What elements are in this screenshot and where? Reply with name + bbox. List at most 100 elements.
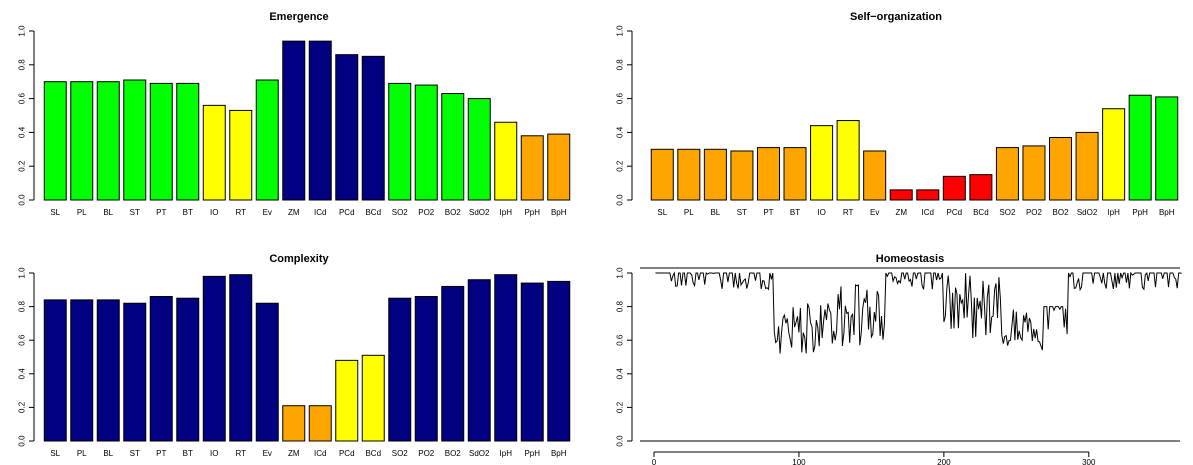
homeostasis-y-tick-label: 0.2 xyxy=(616,401,625,413)
emergence-category-label: IO xyxy=(210,208,218,217)
self-organization-bar-bcd xyxy=(969,174,993,201)
self-organization-bar-sl xyxy=(650,148,674,201)
complexity-category-label: PL xyxy=(77,449,87,458)
self-organization-bar-so2 xyxy=(995,147,1019,201)
self-organization-title: Self−organization xyxy=(850,11,942,23)
emergence-bar-bl xyxy=(96,81,120,201)
complexity-category-label: BT xyxy=(183,449,193,458)
emergence-bar-zm xyxy=(282,40,306,201)
complexity-category-label: Ev xyxy=(263,449,272,458)
complexity-bar-icd xyxy=(308,405,332,442)
homeostasis-y-tick-label: 0.6 xyxy=(616,334,625,346)
homeostasis-x-tick-label: 100 xyxy=(792,458,806,465)
emergence-bar-sdo2 xyxy=(467,98,491,201)
emergence-y-tick-label: 0.4 xyxy=(18,126,27,138)
self-organization-category-label: PT xyxy=(763,208,773,217)
self-organization-category-label: PL xyxy=(684,208,694,217)
self-organization-bar-st xyxy=(730,150,754,201)
self-organization-category-label: IO xyxy=(817,208,825,217)
complexity-y-tick-label: 0.4 xyxy=(18,368,27,380)
emergence-category-label: PCd xyxy=(339,208,355,217)
emergence-category-label: PT xyxy=(156,208,166,217)
emergence-bar-po2 xyxy=(414,84,438,201)
self-organization-category-label: SdO2 xyxy=(1077,208,1098,217)
self-organization-category-label: RT xyxy=(843,208,854,217)
complexity-category-label: BpH xyxy=(551,449,567,458)
self-organization-y-tick-label: 0.0 xyxy=(616,194,625,206)
complexity-bar-sdo2 xyxy=(467,279,491,442)
complexity-bar-iph xyxy=(494,274,518,442)
emergence-category-label: ST xyxy=(130,208,140,217)
self-organization-bar-iph xyxy=(1102,108,1126,201)
emergence-category-label: SdO2 xyxy=(469,208,490,217)
complexity-category-label: PpH xyxy=(524,449,540,458)
complexity-category-label: IpH xyxy=(500,449,513,458)
self-organization-category-label: ICd xyxy=(922,208,934,217)
emergence-category-label: ICd xyxy=(314,208,326,217)
complexity-title: Complexity xyxy=(269,253,329,265)
complexity-category-label: IO xyxy=(210,449,218,458)
emergence-bar-io xyxy=(202,104,226,201)
emergence-category-label: IpH xyxy=(500,208,513,217)
complexity-panel: Complexity 0.0 0.2 0.4 0.6 0.8 1.0 SL PL BL ST PT B… xyxy=(18,253,571,458)
emergence-category-label: PL xyxy=(77,208,87,217)
self-organization-category-label: ST xyxy=(737,208,747,217)
self-organization-y-tick-label: 1.0 xyxy=(616,25,625,37)
complexity-bar-bl xyxy=(96,299,120,442)
complexity-bar-ev xyxy=(255,302,279,442)
self-organization-bar-rt xyxy=(836,120,860,201)
self-organization-bar-bt xyxy=(783,147,807,201)
self-organization-bar-sdo2 xyxy=(1075,131,1099,201)
complexity-category-label: PCd xyxy=(339,449,355,458)
homeostasis-x-tick-label: 200 xyxy=(937,458,951,465)
complexity-category-label: ZM xyxy=(288,449,300,458)
complexity-category-label: BL xyxy=(103,449,113,458)
emergence-y-tick-label: 0.0 xyxy=(18,194,27,206)
self-organization-category-label: SO2 xyxy=(999,208,1016,217)
emergence-category-label: SO2 xyxy=(392,208,409,217)
emergence-category-label: BCd xyxy=(365,208,381,217)
emergence-y-tick-label: 0.2 xyxy=(18,160,27,172)
self-organization-category-label: BL xyxy=(710,208,720,217)
self-organization-category-label: Ev xyxy=(870,208,879,217)
self-organization-category-label: BT xyxy=(790,208,800,217)
self-organization-category-label: PCd xyxy=(947,208,963,217)
complexity-category-label: ST xyxy=(130,449,140,458)
self-organization-bar-pph xyxy=(1128,94,1152,201)
emergence-bar-bo2 xyxy=(441,93,465,201)
complexity-bar-bph xyxy=(547,280,571,442)
self-organization-category-label: BCd xyxy=(973,208,989,217)
self-organization-panel: Self−organization 0.0 0.2 0.4 0.6 0.8 1.0 SL PL… xyxy=(616,11,1179,217)
complexity-category-label: BCd xyxy=(365,449,381,458)
emergence-bar-iph xyxy=(494,121,518,201)
complexity-bar-zm xyxy=(282,405,306,442)
self-organization-category-label: BO2 xyxy=(1053,208,1070,217)
self-organization-category-label: BpH xyxy=(1159,208,1175,217)
emergence-bar-icd xyxy=(308,40,332,201)
emergence-bar-pcd xyxy=(335,54,359,201)
self-organization-category-label: PO2 xyxy=(1026,208,1043,217)
self-organization-bar-po2 xyxy=(1022,145,1046,201)
self-organization-category-label: IpH xyxy=(1107,208,1120,217)
complexity-bar-po2 xyxy=(414,296,438,442)
homeostasis-y-tick-label: 0.8 xyxy=(616,300,625,312)
emergence-bar-bph xyxy=(547,133,571,201)
emergence-category-label: BO2 xyxy=(445,208,462,217)
complexity-bar-pl xyxy=(70,299,94,442)
emergence-y-tick-label: 0.6 xyxy=(18,92,27,104)
emergence-category-label: BpH xyxy=(551,208,567,217)
self-organization-y-tick-label: 0.4 xyxy=(616,126,625,138)
complexity-bar-rt xyxy=(229,274,253,442)
emergence-bar-so2 xyxy=(388,82,412,201)
homeostasis-x-tick-label: 300 xyxy=(1082,458,1096,465)
emergence-bar-rt xyxy=(229,109,253,201)
complexity-category-label: SO2 xyxy=(392,449,409,458)
emergence-panel: Emergence 0.0 0.2 0.4 0.6 0.8 1.0 SL PL BL ST PT BT… xyxy=(18,11,571,217)
self-organization-bar-bl xyxy=(703,148,727,201)
emergence-category-label: ZM xyxy=(288,208,300,217)
complexity-category-label: ICd xyxy=(314,449,326,458)
self-organization-y-tick-label: 0.6 xyxy=(616,92,625,104)
emergence-bar-sl xyxy=(43,81,67,201)
complexity-bar-pt xyxy=(149,296,173,442)
